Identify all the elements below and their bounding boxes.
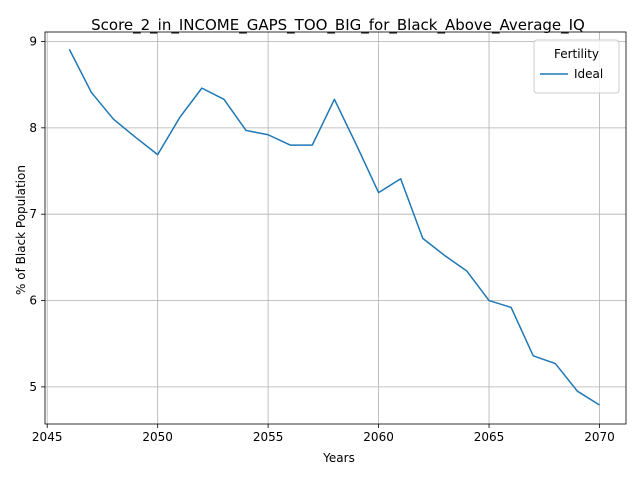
y-tick-label: 5	[29, 380, 37, 394]
legend-title: Fertility	[554, 47, 599, 61]
legend-label: Ideal	[574, 67, 603, 81]
y-tick-label: 9	[29, 34, 37, 48]
x-tick-label: 2065	[474, 430, 505, 444]
series-line-ideal	[68, 48, 600, 406]
x-tick-label: 2050	[142, 430, 173, 444]
x-tick-label: 2070	[584, 430, 615, 444]
y-axis-label: % of Black Population	[14, 165, 28, 295]
plot-area: 2045 2050 2055 2060 2065 2070 5 6 7 8 9	[29, 31, 627, 444]
y-tick-label: 8	[29, 121, 37, 135]
y-tick-label: 7	[29, 207, 37, 221]
x-tick-label: 2060	[363, 430, 394, 444]
plot-frame	[44, 31, 627, 425]
y-tick-label: 6	[29, 294, 37, 308]
legend-box	[533, 39, 620, 94]
chart-title: Score_2_in_INCOME_GAPS_TOO_BIG_for_Black…	[91, 16, 585, 35]
legend: Fertility Ideal	[533, 39, 620, 94]
x-tick-label: 2045	[32, 430, 63, 444]
x-tick-label: 2055	[253, 430, 284, 444]
x-axis-label: Years	[322, 451, 355, 465]
